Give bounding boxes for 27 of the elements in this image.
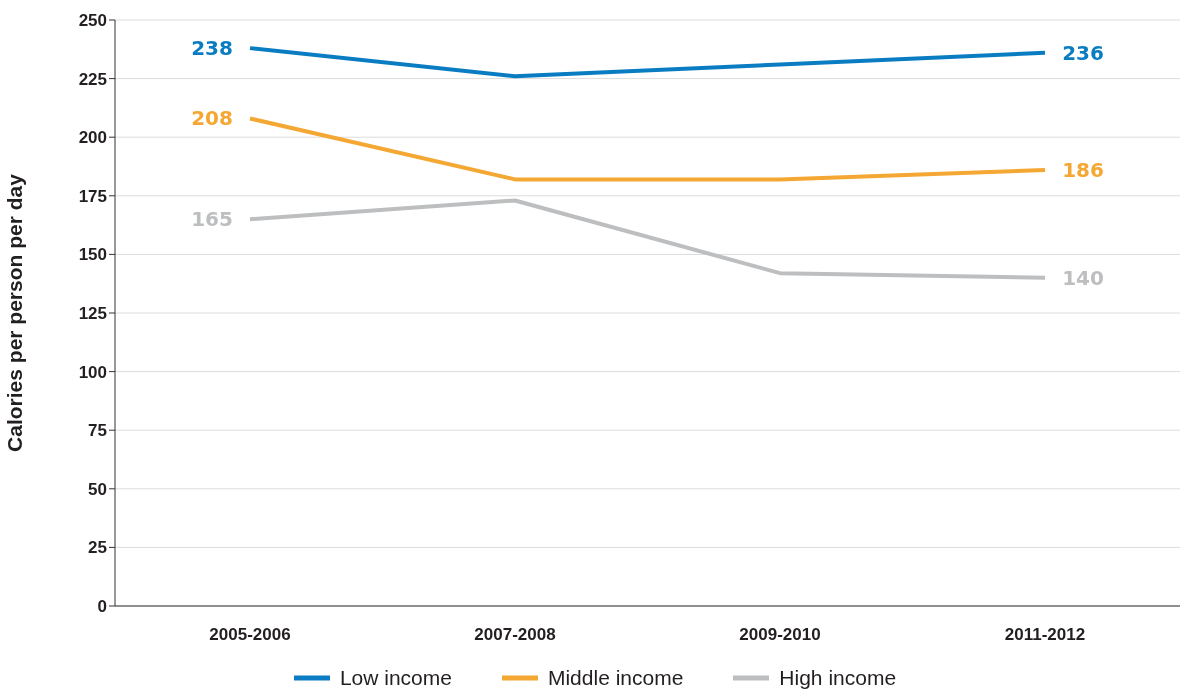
y-tick-label: 225 (78, 69, 107, 89)
data-label: 140 (1062, 265, 1104, 290)
y-tick-label: 125 (78, 304, 107, 324)
y-axis-title: Calories per person per day (3, 173, 27, 452)
legend-label: Middle income (546, 666, 684, 690)
y-tick-label: 200 (78, 128, 107, 148)
data-label: 165 (191, 207, 233, 232)
y-tick-label: 150 (78, 245, 107, 265)
x-tick-label: 2011-2012 (1004, 625, 1086, 645)
data-label: 236 (1062, 40, 1104, 65)
y-tick-label: 175 (78, 186, 107, 206)
data-label: 186 (1062, 158, 1104, 183)
x-tick-label: 2005-2006 (209, 625, 291, 645)
line-series (248, 198, 1047, 280)
legend-label: High income (778, 666, 897, 690)
legend-label: Low income (338, 666, 452, 690)
y-tick-label: 50 (88, 479, 107, 499)
x-tick-label: 2007-2008 (474, 625, 556, 645)
data-label: 208 (191, 106, 233, 131)
y-tick-label: 100 (78, 362, 107, 382)
y-tick-label: 75 (88, 421, 107, 441)
y-tick-label: 25 (88, 538, 107, 558)
y-tick-label: 0 (97, 597, 107, 617)
y-tick-label: 250 (78, 11, 107, 31)
line-series (248, 46, 1047, 79)
x-tick-label: 2009-2010 (739, 625, 821, 645)
data-label: 238 (191, 36, 233, 61)
